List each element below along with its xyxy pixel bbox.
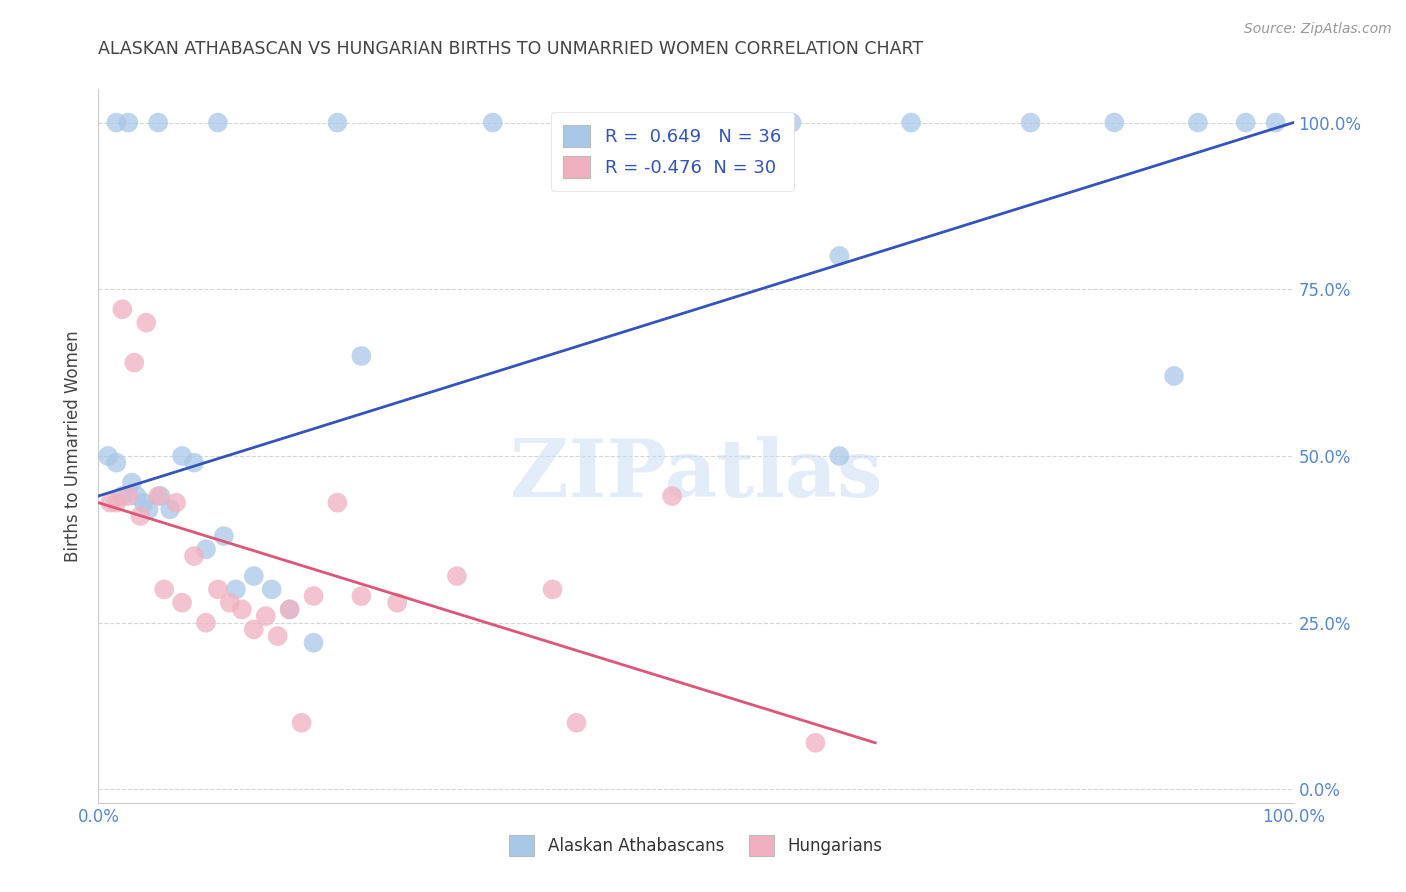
Point [172, 449, 194, 463]
Point [326, 496, 349, 510]
Point [1102, 115, 1125, 129]
Text: ZIPatlas: ZIPatlas [510, 435, 882, 514]
Point [111, 302, 134, 317]
Point [446, 569, 468, 583]
Point [254, 609, 277, 624]
Point [302, 636, 325, 650]
Point [326, 115, 349, 129]
Point [219, 596, 242, 610]
Point [828, 449, 851, 463]
Point [194, 542, 218, 557]
Text: ALASKAN ATHABASCAN VS HUNGARIAN BIRTHS TO UNMARRIED WOMEN CORRELATION CHART: ALASKAN ATHABASCAN VS HUNGARIAN BIRTHS T… [98, 40, 924, 58]
Point [194, 615, 218, 630]
Point [135, 316, 157, 330]
Point [159, 502, 181, 516]
Point [183, 549, 205, 563]
Point [153, 582, 176, 597]
Point [105, 456, 128, 470]
Point [1187, 115, 1209, 129]
Point [225, 582, 247, 597]
Point [350, 589, 373, 603]
Point [243, 569, 266, 583]
Point [541, 582, 564, 597]
Legend: Alaskan Athabascans, Hungarians: Alaskan Athabascans, Hungarians [499, 825, 893, 866]
Point [183, 456, 205, 470]
Point [350, 349, 373, 363]
Point [661, 489, 683, 503]
Point [661, 115, 683, 129]
Point [98, 496, 122, 510]
Point [138, 502, 160, 516]
Y-axis label: Births to Unmarried Women: Births to Unmarried Women [65, 330, 83, 562]
Point [105, 115, 128, 129]
Point [828, 249, 851, 263]
Point [149, 489, 172, 503]
Point [117, 489, 139, 503]
Point [148, 115, 170, 129]
Point [121, 475, 143, 490]
Point [97, 449, 120, 463]
Point [302, 589, 325, 603]
Point [267, 629, 290, 643]
Point [260, 582, 283, 597]
Point [105, 496, 128, 510]
Point [148, 489, 170, 503]
Point [1019, 115, 1042, 129]
Text: Source: ZipAtlas.com: Source: ZipAtlas.com [1244, 22, 1392, 37]
Point [385, 596, 409, 610]
Point [165, 496, 187, 510]
Point [132, 496, 155, 510]
Point [207, 115, 229, 129]
Point [278, 602, 301, 616]
Point [172, 596, 194, 610]
Point [125, 489, 148, 503]
Point [804, 736, 827, 750]
Point [212, 529, 235, 543]
Point [231, 602, 253, 616]
Point [207, 582, 229, 597]
Point [243, 623, 266, 637]
Point [900, 115, 922, 129]
Point [780, 115, 803, 129]
Point [1234, 115, 1257, 129]
Point [290, 715, 312, 730]
Point [1264, 115, 1286, 129]
Point [117, 115, 139, 129]
Point [1163, 368, 1185, 383]
Point [111, 489, 134, 503]
Point [481, 115, 505, 129]
Point [565, 715, 588, 730]
Point [278, 602, 301, 616]
Point [124, 356, 146, 370]
Point [129, 509, 152, 524]
